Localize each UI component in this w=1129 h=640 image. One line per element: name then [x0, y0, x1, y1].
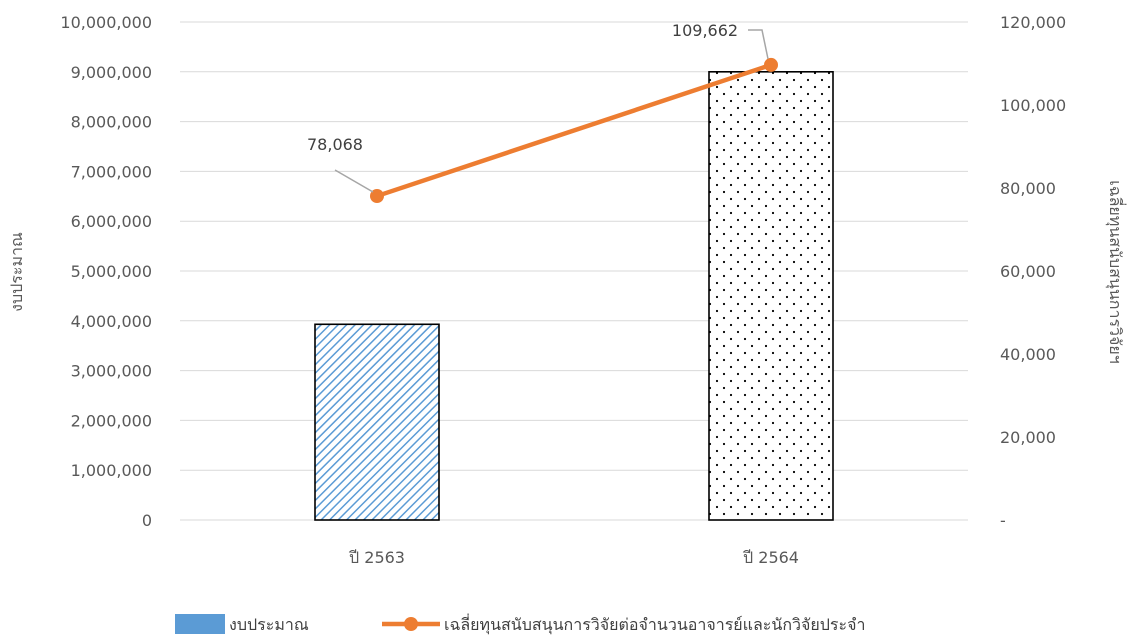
y-tick-label: 4,000,000 — [71, 312, 152, 331]
y-tick-label: 6,000,000 — [71, 212, 152, 231]
bar — [314, 323, 440, 521]
legend: งบประมาณ เฉลี่ยทุนสนับสนุนการวิจัยต่อจำนว… — [175, 613, 865, 635]
y-tick-label: 0 — [142, 511, 152, 530]
x-tick-label: ปี 2564 — [743, 548, 799, 567]
y-axis-title: งบประมาณ — [7, 232, 26, 312]
y2-tick-label: 20,000 — [1000, 428, 1056, 447]
legend-swatch-bar — [175, 614, 225, 634]
bar — [708, 71, 834, 521]
y2-tick-label: 40,000 — [1000, 345, 1056, 364]
y-tick-label: 3,000,000 — [71, 362, 152, 381]
y2-tick-label: 80,000 — [1000, 179, 1056, 198]
y2-tick-label: - — [1000, 511, 1006, 530]
legend-label: งบประมาณ — [229, 615, 309, 634]
bar-series — [314, 71, 834, 521]
legend-label: เฉลี่ยทุนสนับสนุนการวิจัยต่อจำนวนอาจารย์… — [444, 613, 865, 635]
y-tick-label: 10,000,000 — [60, 13, 152, 32]
y-tick-label: 7,000,000 — [71, 162, 152, 181]
y2-tick-label: 100,000 — [1000, 96, 1066, 115]
legend-swatch-marker — [404, 617, 418, 631]
line-point — [370, 189, 384, 204]
y2-tick-label: 120,000 — [1000, 13, 1066, 32]
y-tick-label: 8,000,000 — [71, 113, 152, 132]
data-label: 78,068 — [307, 135, 363, 154]
line-series — [370, 57, 778, 204]
leader-line — [748, 29, 769, 60]
series-line — [374, 62, 774, 199]
y-tick-label: 9,000,000 — [71, 63, 152, 82]
data-label: 109,662 — [672, 21, 738, 40]
y2-tick-label: 60,000 — [1000, 262, 1056, 281]
y2-axis-title: เฉลี่ยทุนสนับสนุนการวิจัยฯ — [1105, 180, 1127, 364]
axes: 0 1,000,000 2,000,000 3,000,000 4,000,000 5,0… — [7, 13, 1127, 567]
data-labels: 78,068 109,662 — [307, 21, 769, 193]
gridlines — [180, 21, 968, 521]
y-tick-label: 1,000,000 — [71, 461, 152, 480]
y-tick-label: 2,000,000 — [71, 411, 152, 430]
line-point — [764, 57, 778, 72]
x-tick-label: ปี 2563 — [349, 548, 405, 567]
y-tick-label: 5,000,000 — [71, 262, 152, 281]
leader-line — [334, 169, 374, 193]
